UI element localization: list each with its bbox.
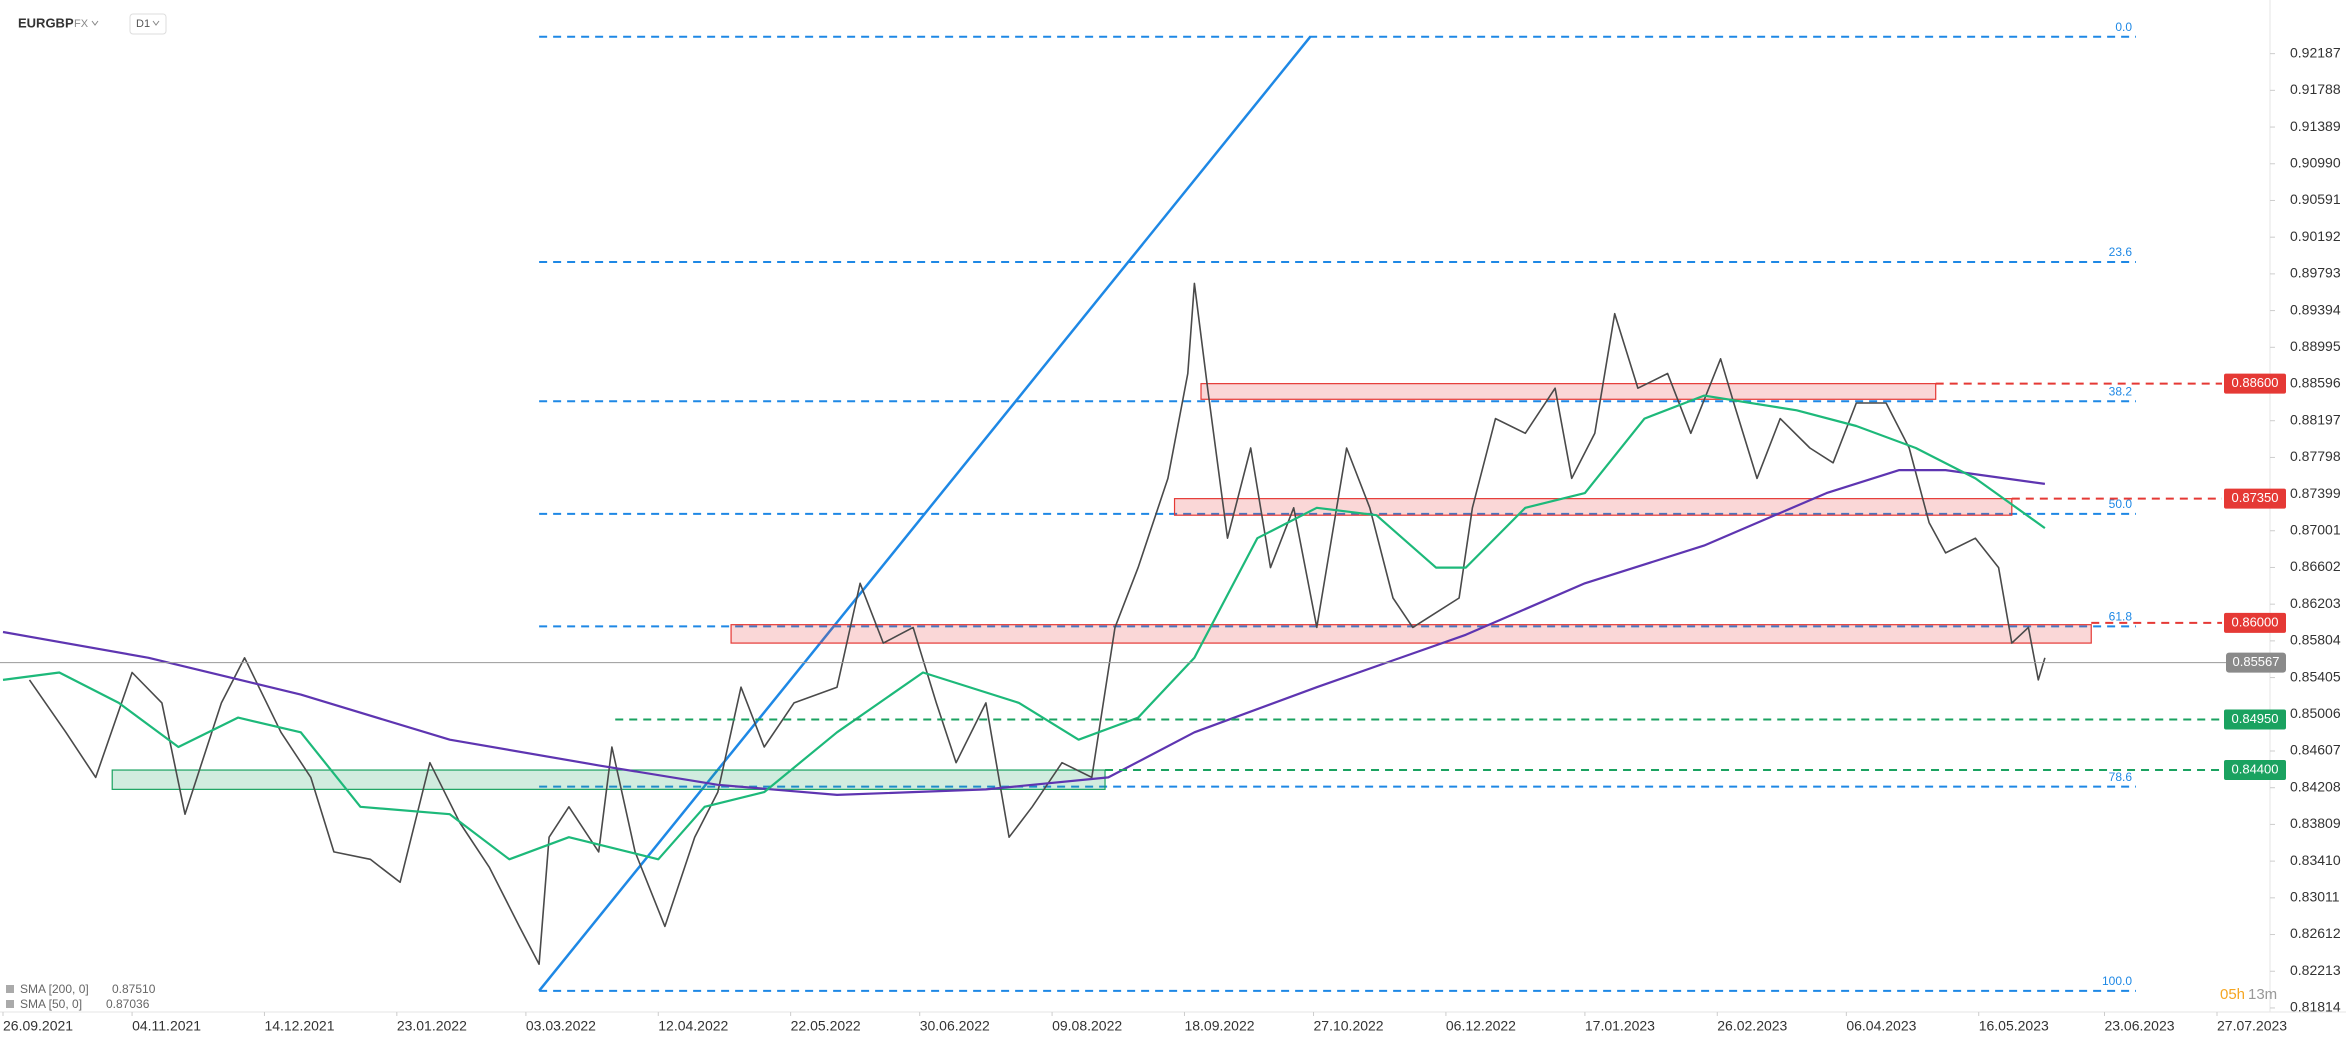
legend-sma50: SMA [50, 0] (20, 997, 82, 1011)
sma-line (2, 469, 2046, 796)
x-tick-label: 16.05.2023 (1979, 1018, 2049, 1034)
y-tick-label: 0.83809 (2290, 815, 2341, 831)
y-tick-label: 0.92187 (2290, 44, 2341, 60)
x-tick-label: 26.09.2021 (3, 1018, 73, 1034)
y-tick-label: 0.87399 (2290, 485, 2341, 501)
price-line (28, 282, 2046, 965)
fib-level-label: 78.6 (2109, 770, 2133, 784)
sma-line (2, 394, 2046, 861)
y-tick-label: 0.87798 (2290, 448, 2341, 464)
x-tick-label: 04.11.2021 (132, 1018, 201, 1034)
y-tick-label: 0.91389 (2290, 118, 2341, 134)
x-tick-label: 06.12.2022 (1446, 1018, 1516, 1034)
x-tick-label: 17.01.2023 (1585, 1018, 1655, 1034)
price-level-label: 0.88600 (2232, 375, 2279, 390)
x-tick-label: 27.07.2023 (2217, 1018, 2287, 1034)
x-tick-label: 09.08.2022 (1052, 1018, 1122, 1034)
legend-sma200-value: 0.87510 (112, 982, 156, 996)
price-level-badge (2224, 709, 2286, 730)
last-price-badge (2226, 652, 2286, 673)
y-tick-label: 0.88197 (2290, 411, 2341, 427)
x-tick-label: 22.05.2022 (791, 1018, 861, 1034)
fib-level-label: 50.0 (2109, 497, 2133, 511)
x-tick-label: 18.09.2022 (1184, 1018, 1254, 1034)
symbol[interactable]: EURGBP (18, 15, 74, 30)
price-level-label: 0.86000 (2232, 614, 2279, 629)
dropdown-icon[interactable] (152, 20, 160, 26)
price-level-badge (2224, 488, 2286, 509)
fib-level-label: 23.6 (2109, 245, 2133, 259)
legend-icon[interactable] (6, 1000, 14, 1008)
price-level-badge (2224, 612, 2286, 633)
countdown-minutes: 13m (2248, 986, 2277, 1003)
y-tick-label: 0.83410 (2290, 852, 2341, 868)
fib-level-label: 100.0 (2102, 974, 2132, 988)
y-tick-label: 0.86602 (2290, 558, 2341, 574)
market: FX (74, 18, 89, 30)
x-tick-label: 06.04.2023 (1846, 1018, 1916, 1034)
price-level-label: 0.87350 (2232, 490, 2279, 505)
y-tick-label: 0.85405 (2290, 668, 2341, 684)
y-tick-label: 0.86203 (2290, 595, 2341, 611)
y-tick-label: 0.91788 (2290, 81, 2341, 97)
y-tick-label: 0.82612 (2290, 925, 2341, 941)
dropdown-icon[interactable] (91, 20, 99, 26)
last-price-label: 0.85567 (2233, 654, 2280, 669)
x-tick-label: 30.06.2022 (920, 1018, 990, 1034)
y-tick-label: 0.85804 (2290, 632, 2341, 648)
y-tick-label: 0.90591 (2290, 191, 2341, 207)
legend: SMA [200, 0] 0.87510 SMA [50, 0] 0.87036 (6, 982, 156, 1011)
x-tick-label: 26.02.2023 (1717, 1018, 1787, 1034)
y-tick-label: 0.84607 (2290, 742, 2341, 758)
interval[interactable]: D1 (136, 18, 150, 30)
x-tick-label: 23.01.2022 (397, 1018, 467, 1034)
fib-trend-line (538, 36, 1312, 992)
price-level-badge (2224, 373, 2286, 394)
price-level-label: 0.84950 (2232, 711, 2279, 726)
legend-sma200: SMA [200, 0] (20, 982, 89, 996)
y-tick-label: 0.84208 (2290, 778, 2341, 794)
zone (730, 624, 2092, 644)
y-tick-label: 0.87001 (2290, 521, 2341, 537)
x-tick-label: 03.03.2022 (526, 1018, 596, 1034)
zone (1200, 383, 1937, 400)
y-tick-label: 0.88596 (2290, 375, 2341, 391)
price-level-label: 0.84400 (2232, 761, 2279, 776)
y-tick-label: 0.85006 (2290, 705, 2341, 721)
y-tick-label: 0.89394 (2290, 301, 2341, 317)
x-tick-label: 23.06.2023 (2104, 1018, 2174, 1034)
y-tick-label: 0.90990 (2290, 154, 2341, 170)
x-tick-label: 27.10.2022 (1314, 1018, 1384, 1034)
price-level-badge (2224, 760, 2286, 781)
plot: 0.92187 0.91788 0.91389 0.90990 0.90591 0.901… (0, 20, 2341, 1034)
x-tick-label: 14.12.2021 (264, 1018, 334, 1034)
x-tick-label: 12.04.2022 (658, 1018, 728, 1034)
zone (1173, 498, 2013, 516)
y-tick-label: 0.89793 (2290, 265, 2341, 281)
y-tick-label: 0.83011 (2290, 889, 2340, 905)
fib-level-label: 38.2 (2109, 384, 2133, 398)
legend-sma50-value: 0.87036 (106, 997, 150, 1011)
interval-box[interactable] (129, 13, 167, 35)
y-tick-label: 0.88995 (2290, 338, 2341, 354)
y-tick-label: 0.82213 (2290, 962, 2341, 978)
legend-icon[interactable] (6, 985, 14, 993)
fib-level-label: 61.8 (2109, 610, 2133, 624)
y-tick-label: 0.81814 (2290, 999, 2341, 1015)
y-tick-label: 0.90192 (2290, 228, 2341, 244)
fib-level-label: 0.0 (2115, 20, 2132, 34)
countdown-hours: 05h (2220, 986, 2245, 1003)
